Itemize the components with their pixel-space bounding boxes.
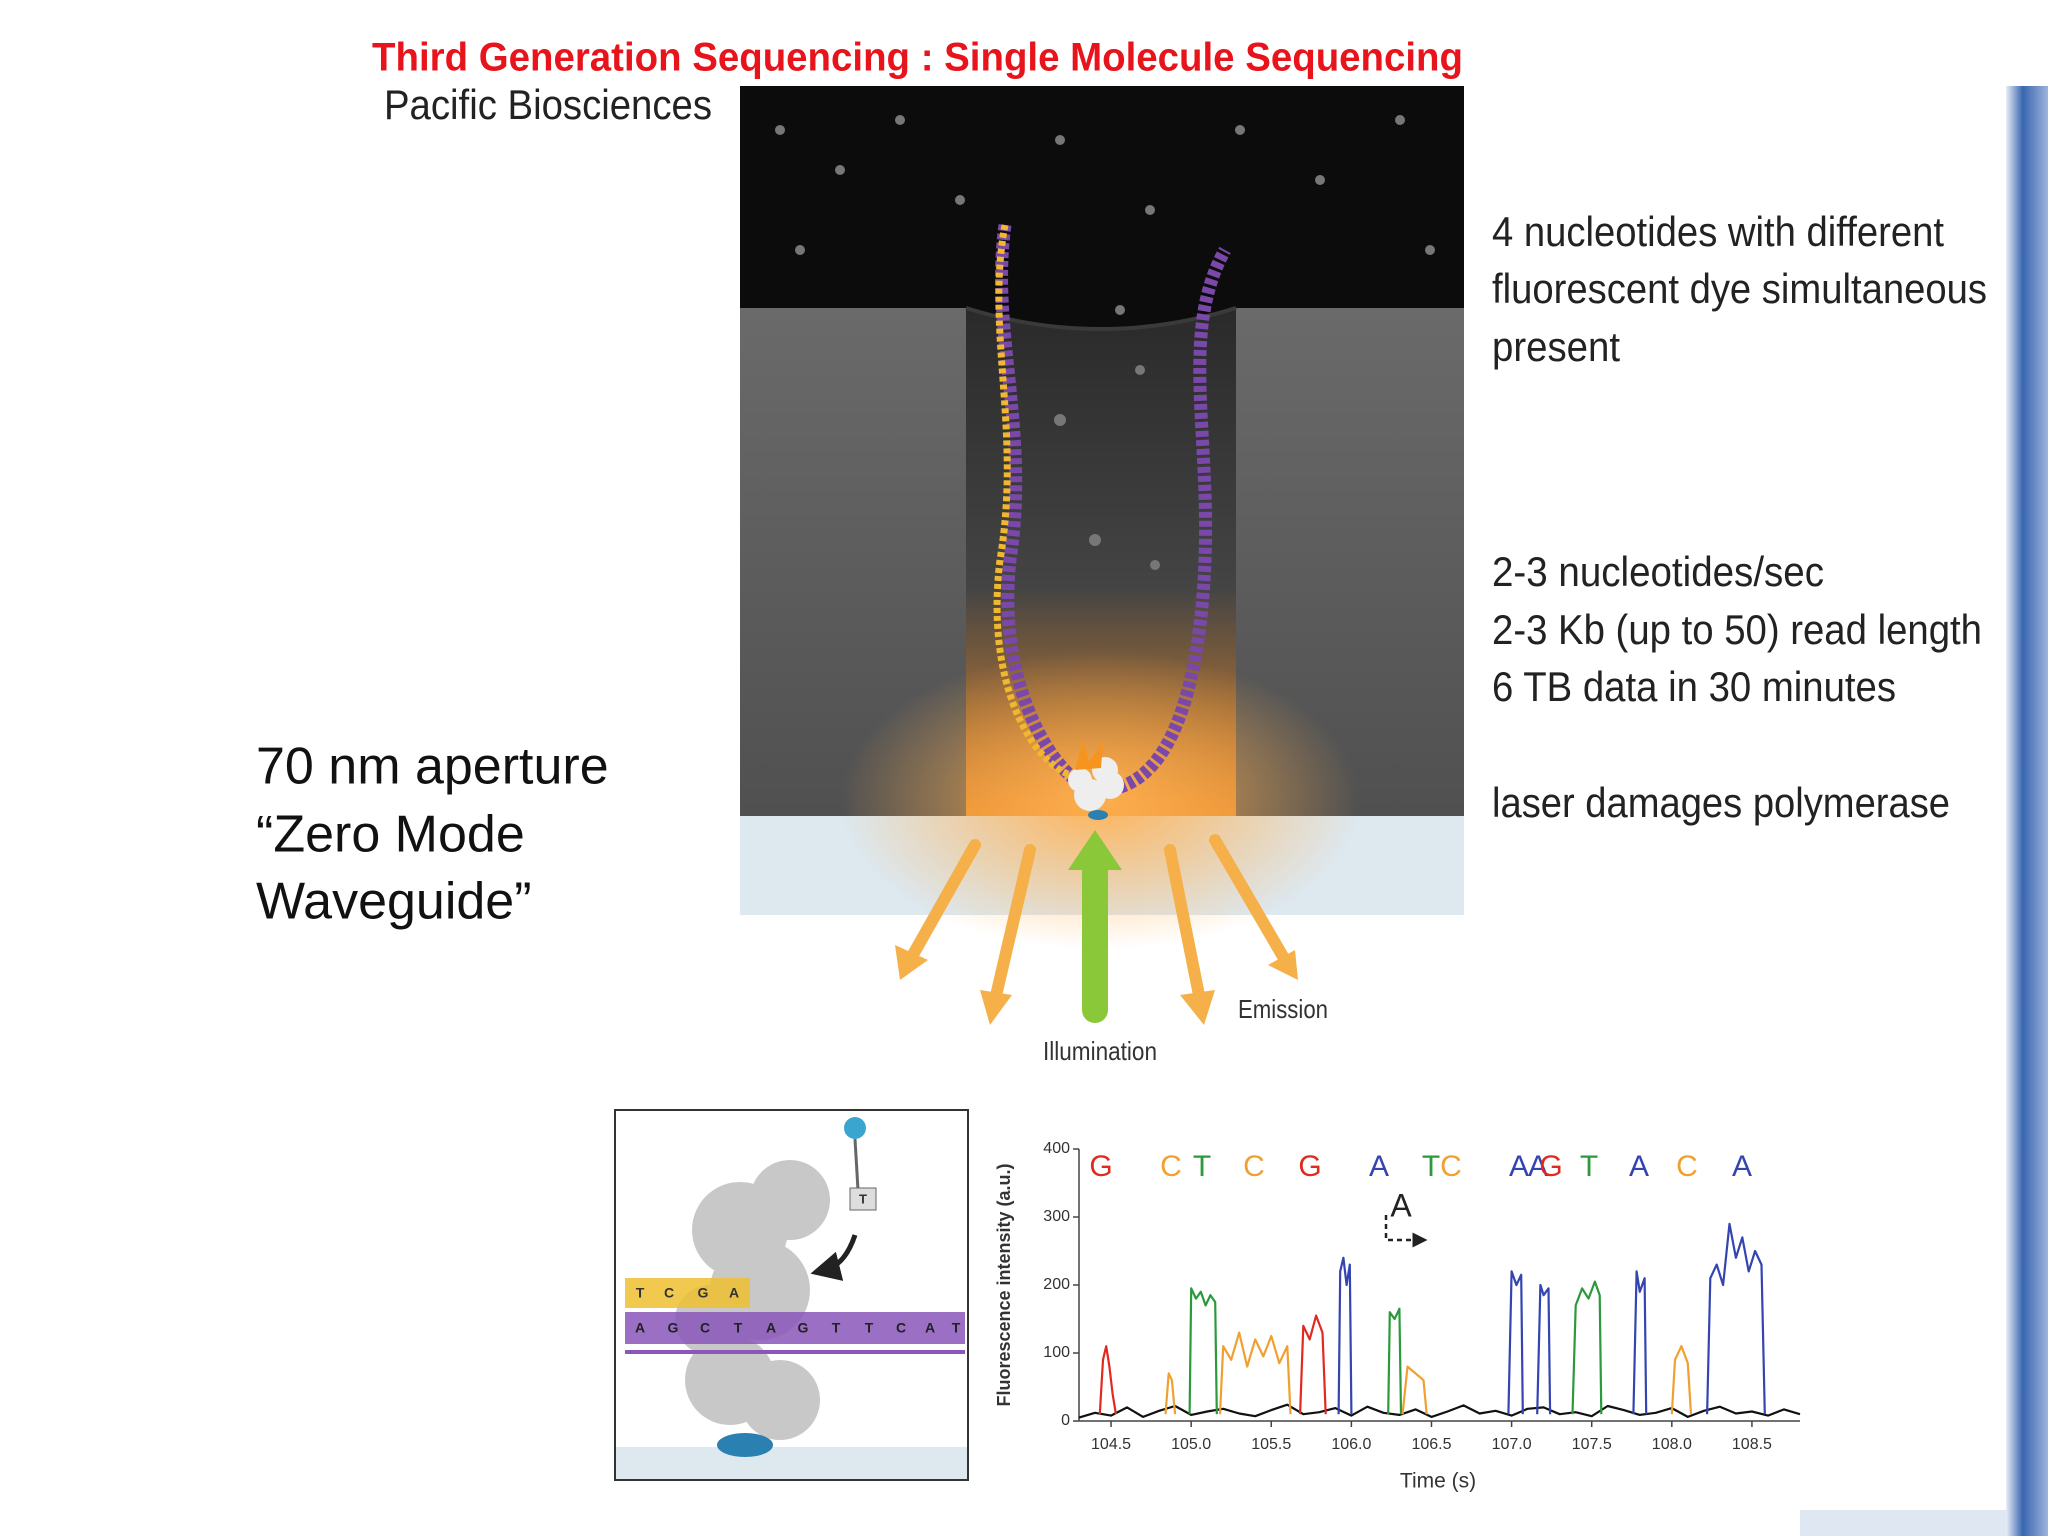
trace bbox=[1670, 1345, 1693, 1415]
y-tick-label: 100 bbox=[1043, 1344, 1070, 1361]
note: 4 nucleotides with different bbox=[1492, 208, 1944, 255]
x-tick-label: 108.0 bbox=[1652, 1436, 1692, 1453]
bottom-base: T bbox=[832, 1320, 841, 1336]
note: 2-3 Kb (up to 50) read length bbox=[1492, 606, 1982, 653]
base-call: T bbox=[1580, 1150, 1598, 1183]
bottom-base: G bbox=[668, 1320, 679, 1336]
title: Third Generation Sequencing : Single Mol… bbox=[372, 36, 1463, 80]
edge-strip-bottom bbox=[1800, 1510, 2006, 1536]
nucleotide-label: T bbox=[859, 1191, 867, 1206]
trace bbox=[1387, 1307, 1403, 1415]
emission-label: Emission bbox=[1238, 994, 1328, 1024]
illumination-label: Illumination bbox=[1043, 1036, 1157, 1066]
x-tick-label: 105.5 bbox=[1251, 1436, 1291, 1453]
trace bbox=[1632, 1270, 1648, 1415]
y-tick-label: 400 bbox=[1043, 1140, 1070, 1157]
x-tick-label: 104.5 bbox=[1091, 1436, 1131, 1453]
base-call: C bbox=[1676, 1150, 1698, 1183]
bottom-base: A bbox=[925, 1320, 935, 1336]
trace bbox=[1507, 1270, 1524, 1415]
top-base: C bbox=[664, 1285, 674, 1301]
x-tick-label: 107.0 bbox=[1492, 1436, 1532, 1453]
trace bbox=[1218, 1331, 1292, 1415]
base-call: G bbox=[1298, 1150, 1321, 1183]
light-arrows bbox=[895, 830, 1298, 1025]
bottom-base: A bbox=[635, 1320, 645, 1336]
base-call: C bbox=[1440, 1150, 1462, 1183]
x-tick-label: 106.5 bbox=[1411, 1436, 1451, 1453]
trace bbox=[1571, 1280, 1603, 1415]
base-call: A bbox=[1528, 1150, 1548, 1183]
base-call: A bbox=[1369, 1150, 1389, 1183]
x-tick-label: 107.5 bbox=[1572, 1436, 1612, 1453]
bottom-base: T bbox=[734, 1320, 743, 1336]
polymerase-diagram bbox=[614, 1109, 969, 1481]
base-call: A bbox=[1509, 1150, 1529, 1183]
note: 2-3 nucleotides/sec bbox=[1492, 548, 1824, 595]
base-call: T bbox=[1193, 1150, 1211, 1183]
bottom-base: G bbox=[798, 1320, 809, 1336]
base-call: A bbox=[1732, 1150, 1752, 1183]
base-call: C bbox=[1243, 1150, 1265, 1183]
note: laser damages polymerase bbox=[1492, 779, 1950, 826]
bottom-base: C bbox=[896, 1320, 906, 1336]
edge-strip bbox=[2006, 86, 2048, 1536]
y-tick-label: 300 bbox=[1043, 1208, 1070, 1225]
trace bbox=[1164, 1372, 1177, 1415]
trace bbox=[1706, 1222, 1766, 1415]
base-call: G bbox=[1539, 1150, 1562, 1183]
top-base: A bbox=[729, 1285, 739, 1301]
note: present bbox=[1492, 323, 1620, 370]
trace bbox=[1098, 1345, 1117, 1415]
y-tick-label: 0 bbox=[1061, 1412, 1070, 1429]
subtitle: Pacific Biosciences bbox=[384, 81, 712, 128]
x-tick-label: 108.5 bbox=[1732, 1436, 1772, 1453]
trace bbox=[1401, 1365, 1428, 1415]
trace bbox=[1078, 1403, 1801, 1419]
bottom-base: T bbox=[952, 1320, 961, 1336]
base-call: T bbox=[1422, 1150, 1440, 1183]
top-base: T bbox=[636, 1285, 645, 1301]
note: fluorescent dye simultaneous bbox=[1492, 265, 1987, 312]
trace bbox=[1299, 1314, 1327, 1415]
x-axis-label: Time (s) bbox=[1400, 1470, 1476, 1493]
aperture-text: “Zero Mode bbox=[256, 806, 525, 864]
base-call: G bbox=[1089, 1150, 1112, 1183]
annotation-arrow bbox=[1384, 1215, 1428, 1248]
y-tick-label: 200 bbox=[1043, 1276, 1070, 1293]
x-tick-label: 106.0 bbox=[1331, 1436, 1371, 1453]
trace bbox=[1536, 1283, 1552, 1415]
note: 6 TB data in 30 minutes bbox=[1492, 663, 1896, 710]
zmw-illustration bbox=[740, 86, 1464, 950]
trace bbox=[1188, 1287, 1218, 1415]
x-tick-label: 105.0 bbox=[1171, 1436, 1211, 1453]
annotation: A bbox=[1390, 1187, 1412, 1223]
top-base: G bbox=[698, 1285, 709, 1301]
aperture-text: Waveguide” bbox=[256, 873, 532, 931]
bottom-base: A bbox=[766, 1320, 776, 1336]
aperture-text: 70 nm aperture bbox=[256, 738, 609, 796]
base-call: A bbox=[1629, 1150, 1649, 1183]
trace bbox=[1337, 1256, 1353, 1415]
y-axis-label: Fluorescence intensity (a.u.) bbox=[994, 1163, 1014, 1406]
bottom-base: T bbox=[865, 1320, 874, 1336]
base-call: C bbox=[1160, 1150, 1182, 1183]
bottom-base: C bbox=[700, 1320, 710, 1336]
